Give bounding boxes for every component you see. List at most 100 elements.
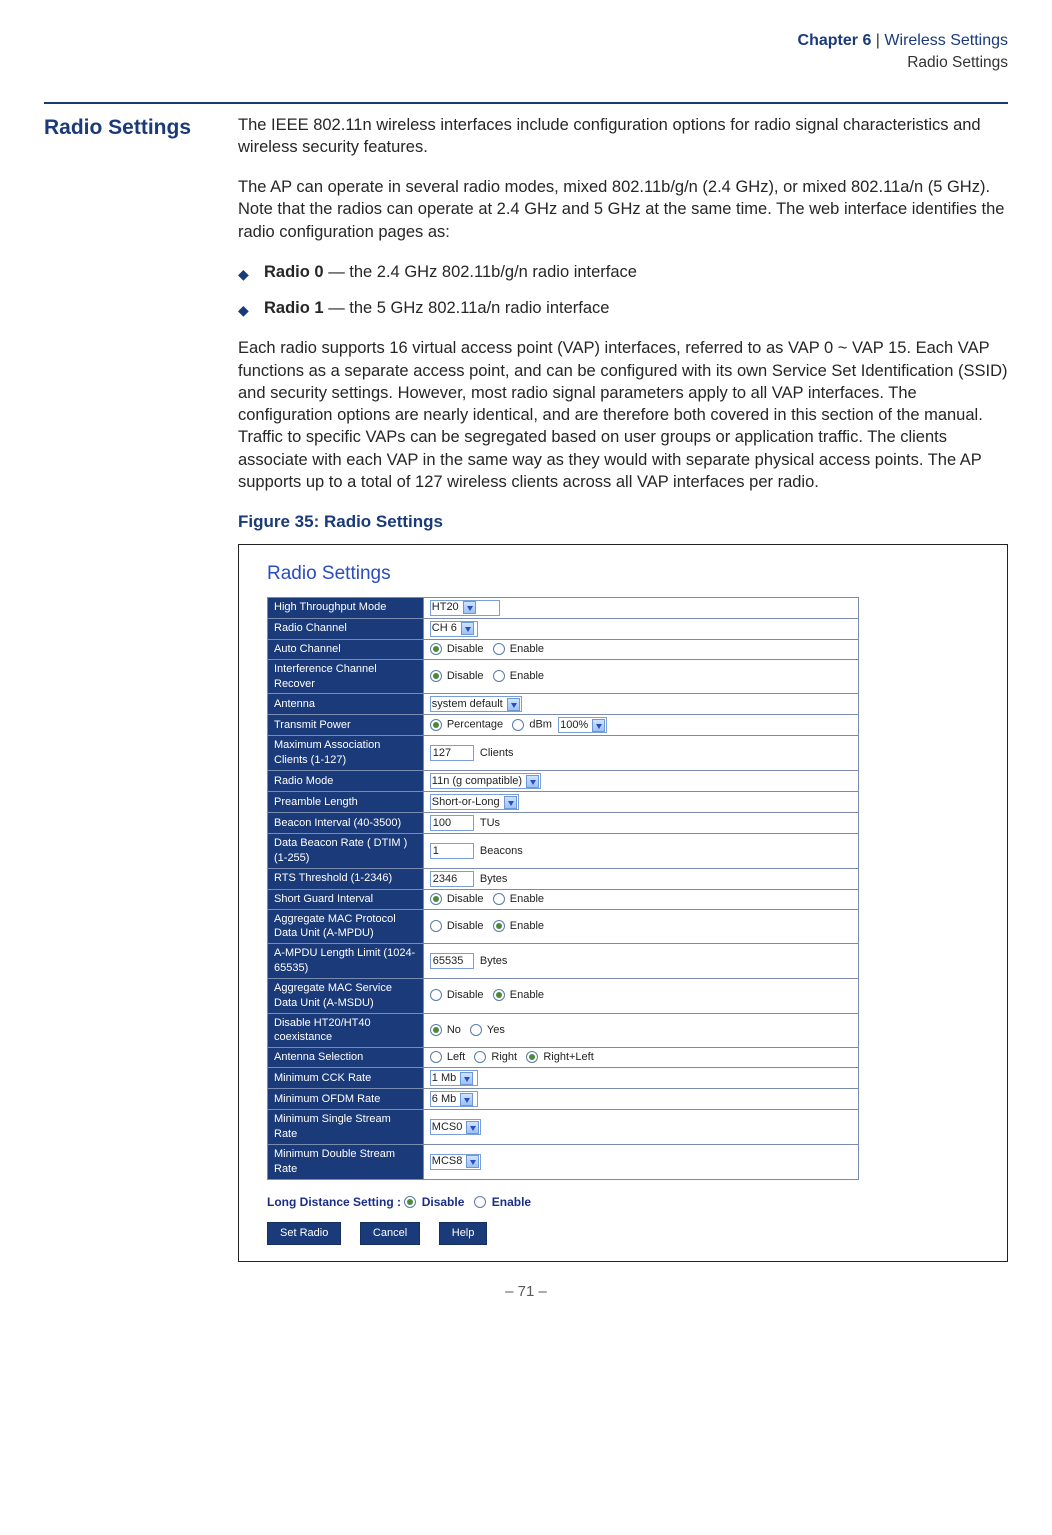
select[interactable]: 100% xyxy=(558,717,607,733)
setting-label: Beacon Interval (40-3500) xyxy=(268,813,424,834)
page-number: – 71 – xyxy=(44,1282,1008,1302)
diamond-icon: ◆ xyxy=(238,265,249,284)
setting-row: Minimum OFDM Rate6 Mb xyxy=(268,1089,859,1110)
radio-option[interactable] xyxy=(430,1024,442,1036)
setting-label: Minimum CCK Rate xyxy=(268,1068,424,1089)
chevron-down-icon xyxy=(526,775,539,788)
button-row: Set Radio Cancel Help xyxy=(267,1220,1007,1245)
setting-label: Antenna xyxy=(268,694,424,715)
radio-option[interactable] xyxy=(493,920,505,932)
setting-row: Disable HT20/HT40 coexistance No Yes xyxy=(268,1013,859,1048)
text-input[interactable]: 65535 xyxy=(430,953,474,969)
setting-value: No Yes xyxy=(423,1013,858,1048)
select[interactable]: 11n (g compatible) xyxy=(430,773,541,789)
para-2: The AP can operate in several radio mode… xyxy=(238,176,1008,243)
select[interactable]: HT20 xyxy=(430,600,500,616)
select[interactable]: 6 Mb xyxy=(430,1091,478,1107)
screenshot-title: Radio Settings xyxy=(267,561,1007,587)
setting-label: Disable HT20/HT40 coexistance xyxy=(268,1013,424,1048)
setting-value: Disable Enable xyxy=(423,978,858,1013)
setting-label: RTS Threshold (1-2346) xyxy=(268,868,424,889)
setting-value: Disable Enable xyxy=(423,909,858,944)
figure-caption: Figure 35: Radio Settings xyxy=(238,511,1008,534)
bullet-radio1: ◆ Radio 1 — the 5 GHz 802.11a/n radio in… xyxy=(238,297,1008,319)
radio-option[interactable] xyxy=(493,670,505,682)
setting-value: 127 Clients xyxy=(423,736,858,771)
radio-option[interactable] xyxy=(430,1051,442,1063)
diamond-icon: ◆ xyxy=(238,301,249,320)
setting-row: Aggregate MAC Service Data Unit (A-MSDU)… xyxy=(268,978,859,1013)
radio-option[interactable] xyxy=(430,893,442,905)
radio-option[interactable] xyxy=(470,1024,482,1036)
setting-value: MCS8 xyxy=(423,1144,858,1179)
bullet-bold: Radio 1 xyxy=(264,299,324,317)
figure-screenshot: Radio Settings High Throughput ModeHT20R… xyxy=(238,544,1008,1261)
select[interactable]: 1 Mb xyxy=(430,1070,478,1086)
radio-option[interactable] xyxy=(493,643,505,655)
setting-label: Aggregate MAC Service Data Unit (A-MSDU) xyxy=(268,978,424,1013)
chevron-down-icon xyxy=(461,622,474,635)
select[interactable]: MCS0 xyxy=(430,1119,482,1135)
chevron-down-icon xyxy=(592,719,605,732)
setting-value: 1 Beacons xyxy=(423,834,858,869)
para-1: The IEEE 802.11n wireless interfaces inc… xyxy=(238,114,1008,159)
section-title: Radio Settings xyxy=(44,114,238,1262)
chevron-down-icon xyxy=(466,1121,479,1134)
radio-option[interactable] xyxy=(493,989,505,1001)
radio-option[interactable] xyxy=(474,1051,486,1063)
setting-value: HT20 xyxy=(423,597,858,618)
select[interactable]: CH 6 xyxy=(430,621,478,637)
select[interactable]: system default xyxy=(430,696,522,712)
bullet-rest: — the 2.4 GHz 802.11b/g/n radio interfac… xyxy=(324,263,637,281)
radio-disable[interactable] xyxy=(404,1196,416,1208)
setting-row: Transmit Power Percentage dBm 100% xyxy=(268,715,859,736)
select[interactable]: MCS8 xyxy=(430,1154,482,1170)
setting-value: Percentage dBm 100% xyxy=(423,715,858,736)
setting-label: Data Beacon Rate ( DTIM ) (1-255) xyxy=(268,834,424,869)
opt-disable: Disable xyxy=(422,1195,465,1209)
long-distance-label: Long Distance Setting : xyxy=(267,1195,401,1209)
chevron-down-icon xyxy=(463,601,476,614)
setting-label: Interference Channel Recover xyxy=(268,659,424,694)
setting-label: Maximum Association Clients (1-127) xyxy=(268,736,424,771)
radio-option[interactable] xyxy=(526,1051,538,1063)
chapter-sep: | xyxy=(876,32,880,49)
chapter-sub: Radio Settings xyxy=(907,54,1008,71)
radio-option[interactable] xyxy=(493,893,505,905)
setting-label: Aggregate MAC Protocol Data Unit (A-MPDU… xyxy=(268,909,424,944)
setting-row: Radio Mode 11n (g compatible) xyxy=(268,771,859,792)
header-rule xyxy=(44,102,1008,104)
long-distance-row: Long Distance Setting : Disable Enable xyxy=(267,1194,1007,1210)
chapter-section: Wireless Settings xyxy=(884,32,1008,49)
radio-option[interactable] xyxy=(512,719,524,731)
setting-row: RTS Threshold (1-2346)2346 Bytes xyxy=(268,868,859,889)
cancel-button[interactable]: Cancel xyxy=(360,1222,420,1245)
radio-option[interactable] xyxy=(430,920,442,932)
bullet-bold: Radio 0 xyxy=(264,263,324,281)
setting-row: Preamble LengthShort-or-Long xyxy=(268,792,859,813)
radio-enable[interactable] xyxy=(474,1196,486,1208)
chevron-down-icon xyxy=(460,1072,473,1085)
text-input[interactable]: 100 xyxy=(430,815,474,831)
setting-label: Radio Mode xyxy=(268,771,424,792)
setting-value: Disable Enable xyxy=(423,659,858,694)
radio-option[interactable] xyxy=(430,989,442,1001)
radio-option[interactable] xyxy=(430,670,442,682)
set-radio-button[interactable]: Set Radio xyxy=(267,1222,341,1245)
text-input[interactable]: 1 xyxy=(430,843,474,859)
help-button[interactable]: Help xyxy=(439,1222,488,1245)
radio-option[interactable] xyxy=(430,643,442,655)
setting-label: Minimum Double Stream Rate xyxy=(268,1144,424,1179)
radio-option[interactable] xyxy=(430,719,442,731)
page-header: Chapter 6 | Wireless Settings Radio Sett… xyxy=(44,30,1008,74)
text-input[interactable]: 2346 xyxy=(430,871,474,887)
setting-row: Minimum CCK Rate 1 Mb xyxy=(268,1068,859,1089)
setting-row: Maximum Association Clients (1-127)127 C… xyxy=(268,736,859,771)
setting-value: 2346 Bytes xyxy=(423,868,858,889)
setting-row: A-MPDU Length Limit (1024-65535)65535 By… xyxy=(268,944,859,979)
setting-row: Minimum Single Stream RateMCS0 xyxy=(268,1110,859,1145)
text-input[interactable]: 127 xyxy=(430,745,474,761)
chevron-down-icon xyxy=(507,698,520,711)
setting-value: Short-or-Long xyxy=(423,792,858,813)
select[interactable]: Short-or-Long xyxy=(430,794,519,810)
